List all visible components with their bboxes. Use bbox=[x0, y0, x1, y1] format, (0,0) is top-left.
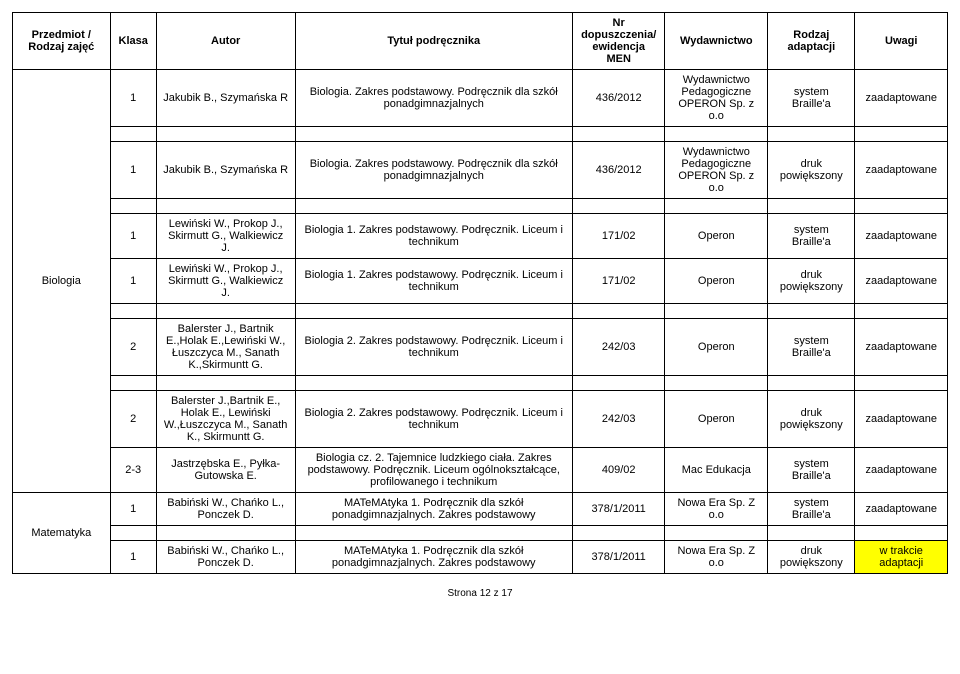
cell-adapt: druk powiększony bbox=[768, 391, 855, 448]
header-adapt: Rodzaj adaptacji bbox=[768, 13, 855, 70]
cell-class: 2 bbox=[110, 391, 156, 448]
cell-adapt: system Braille'a bbox=[768, 70, 855, 127]
cell-notes: zaadaptowane bbox=[855, 142, 948, 199]
cell-class: 1 bbox=[110, 259, 156, 304]
cell-publisher: Operon bbox=[665, 259, 768, 304]
table-row: 2 Balerster J., Bartnik E.,Holak E.,Lewi… bbox=[13, 319, 948, 376]
cell-notes: zaadaptowane bbox=[855, 259, 948, 304]
cell-class: 1 bbox=[110, 142, 156, 199]
cell-author: Jastrzębska E., Pyłka-Gutowska E. bbox=[156, 448, 295, 493]
cell-adapt: druk powiększony bbox=[768, 541, 855, 574]
cell-adapt: system Braille'a bbox=[768, 493, 855, 526]
cell-notes: zaadaptowane bbox=[855, 448, 948, 493]
cell-author: Lewiński W., Prokop J., Skirmutt G., Wal… bbox=[156, 259, 295, 304]
header-row: Przedmiot / Rodzaj zajęć Klasa Autor Tyt… bbox=[13, 13, 948, 70]
cell-title: MATeMAtyka 1. Podręcznik dla szkół ponad… bbox=[295, 493, 572, 526]
table-row: 2-3 Jastrzębska E., Pyłka-Gutowska E. Bi… bbox=[13, 448, 948, 493]
cell-title: Biologia cz. 2. Tajemnice ludzkiego ciał… bbox=[295, 448, 572, 493]
cell-publisher: Operon bbox=[665, 214, 768, 259]
header-subject: Przedmiot / Rodzaj zajęć bbox=[13, 13, 111, 70]
table-row: 1 Jakubik B., Szymańska R Biologia. Zakr… bbox=[13, 142, 948, 199]
cell-publisher: Operon bbox=[665, 391, 768, 448]
cell-title: Biologia. Zakres podstawowy. Podręcznik … bbox=[295, 142, 572, 199]
cell-author: Babiński W., Chańko L., Ponczek D. bbox=[156, 493, 295, 526]
spacer-row bbox=[13, 127, 948, 142]
cell-author: Balerster J., Bartnik E.,Holak E.,Lewińs… bbox=[156, 319, 295, 376]
table-row: 2 Balerster J.,Bartnik E., Holak E., Lew… bbox=[13, 391, 948, 448]
page-footer: Strona 12 z 17 bbox=[12, 588, 948, 599]
cell-title: MATeMAtyka 1. Podręcznik dla szkół ponad… bbox=[295, 541, 572, 574]
header-notes: Uwagi bbox=[855, 13, 948, 70]
spacer-row bbox=[13, 304, 948, 319]
cell-class: 1 bbox=[110, 214, 156, 259]
cell-adapt: system Braille'a bbox=[768, 214, 855, 259]
cell-adapt: druk powiększony bbox=[768, 142, 855, 199]
cell-class: 2 bbox=[110, 319, 156, 376]
cell-class: 2-3 bbox=[110, 448, 156, 493]
header-publisher: Wydawnictwo bbox=[665, 13, 768, 70]
cell-publisher: Operon bbox=[665, 319, 768, 376]
subject-cell: Biologia bbox=[13, 70, 111, 493]
spacer-row bbox=[13, 376, 948, 391]
cell-notes: zaadaptowane bbox=[855, 391, 948, 448]
cell-number: 171/02 bbox=[572, 214, 664, 259]
cell-title: Biologia 1. Zakres podstawowy. Podręczni… bbox=[295, 259, 572, 304]
cell-class: 1 bbox=[110, 70, 156, 127]
cell-title: Biologia 2. Zakres podstawowy. Podręczni… bbox=[295, 391, 572, 448]
cell-number: 436/2012 bbox=[572, 70, 664, 127]
table-row: Biologia 1 Jakubik B., Szymańska R Biolo… bbox=[13, 70, 948, 127]
spacer-row bbox=[13, 526, 948, 541]
cell-publisher: Wydawnictwo Pedagogiczne OPERON Sp. z o.… bbox=[665, 70, 768, 127]
cell-author: Jakubik B., Szymańska R bbox=[156, 70, 295, 127]
cell-publisher: Nowa Era Sp. Z o.o bbox=[665, 541, 768, 574]
cell-title: Biologia 2. Zakres podstawowy. Podręczni… bbox=[295, 319, 572, 376]
header-number: Nr dopuszczenia/ ewidencja MEN bbox=[572, 13, 664, 70]
header-title: Tytuł podręcznika bbox=[295, 13, 572, 70]
cell-publisher: Wydawnictwo Pedagogiczne OPERON Sp. z o.… bbox=[665, 142, 768, 199]
subject-cell: Matematyka bbox=[13, 493, 111, 574]
cell-author: Balerster J.,Bartnik E., Holak E., Lewiń… bbox=[156, 391, 295, 448]
cell-number: 378/1/2011 bbox=[572, 493, 664, 526]
cell-class: 1 bbox=[110, 541, 156, 574]
cell-adapt: druk powiększony bbox=[768, 259, 855, 304]
cell-number: 436/2012 bbox=[572, 142, 664, 199]
cell-class: 1 bbox=[110, 493, 156, 526]
header-class: Klasa bbox=[110, 13, 156, 70]
cell-adapt: system Braille'a bbox=[768, 448, 855, 493]
cell-author: Babiński W., Chańko L., Ponczek D. bbox=[156, 541, 295, 574]
table-row: Matematyka 1 Babiński W., Chańko L., Pon… bbox=[13, 493, 948, 526]
table-row: 1 Babiński W., Chańko L., Ponczek D. MAT… bbox=[13, 541, 948, 574]
cell-title: Biologia. Zakres podstawowy. Podręcznik … bbox=[295, 70, 572, 127]
cell-number: 378/1/2011 bbox=[572, 541, 664, 574]
cell-notes: w trakcie adaptacji bbox=[855, 541, 948, 574]
cell-publisher: Mac Edukacja bbox=[665, 448, 768, 493]
cell-adapt: system Braille'a bbox=[768, 319, 855, 376]
cell-publisher: Nowa Era Sp. Z o.o bbox=[665, 493, 768, 526]
cell-notes: zaadaptowane bbox=[855, 70, 948, 127]
cell-author: Jakubik B., Szymańska R bbox=[156, 142, 295, 199]
cell-author: Lewiński W., Prokop J., Skirmutt G., Wal… bbox=[156, 214, 295, 259]
cell-notes: zaadaptowane bbox=[855, 493, 948, 526]
cell-notes: zaadaptowane bbox=[855, 214, 948, 259]
header-author: Autor bbox=[156, 13, 295, 70]
table-row: 1 Lewiński W., Prokop J., Skirmutt G., W… bbox=[13, 259, 948, 304]
cell-title: Biologia 1. Zakres podstawowy. Podręczni… bbox=[295, 214, 572, 259]
spacer-row bbox=[13, 199, 948, 214]
cell-notes: zaadaptowane bbox=[855, 319, 948, 376]
cell-number: 409/02 bbox=[572, 448, 664, 493]
textbook-table: Przedmiot / Rodzaj zajęć Klasa Autor Tyt… bbox=[12, 12, 948, 574]
cell-number: 242/03 bbox=[572, 391, 664, 448]
cell-number: 171/02 bbox=[572, 259, 664, 304]
cell-number: 242/03 bbox=[572, 319, 664, 376]
table-row: 1 Lewiński W., Prokop J., Skirmutt G., W… bbox=[13, 214, 948, 259]
